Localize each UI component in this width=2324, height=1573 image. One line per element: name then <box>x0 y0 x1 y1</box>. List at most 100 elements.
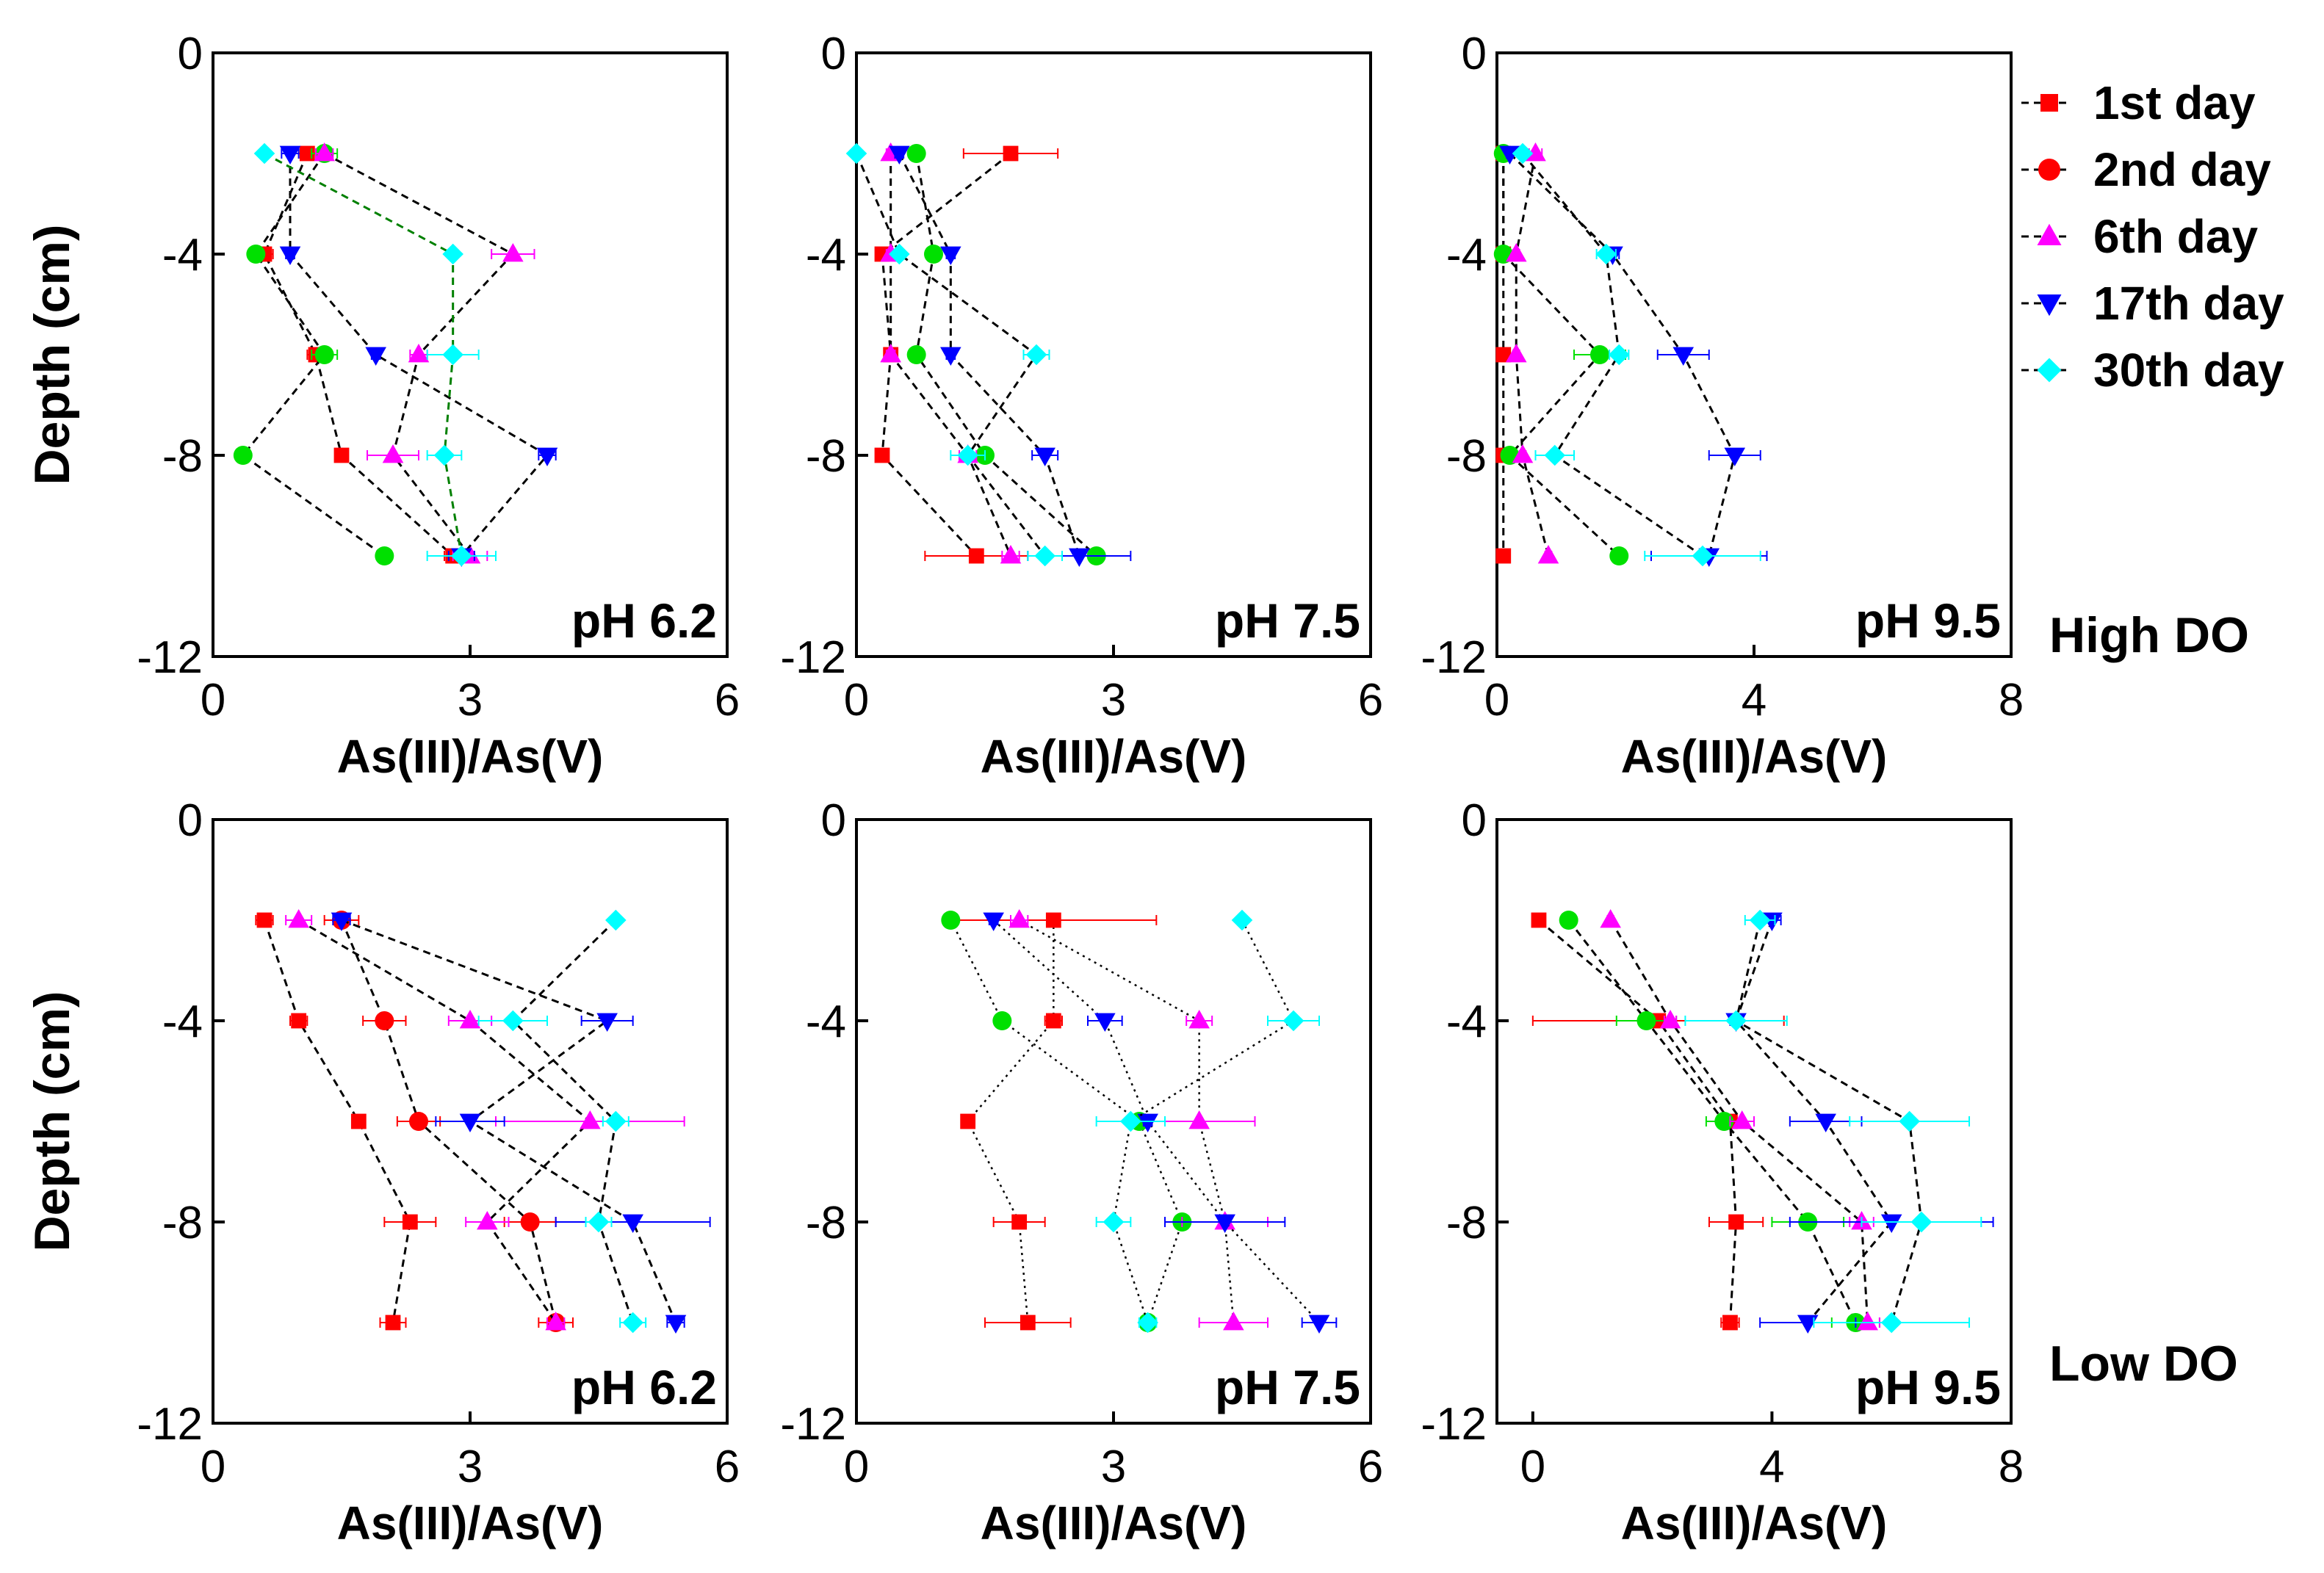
data-point <box>1000 545 1022 564</box>
data-point <box>1537 545 1559 564</box>
series-line <box>898 153 1080 557</box>
panel-1: 0 3 6 0 -4 -8 -12 As(III)/As(V) Depth (cm) pH 6.2 <box>24 29 740 783</box>
data-point <box>279 246 301 265</box>
x-tick-label: 8 <box>1999 675 2024 726</box>
series-5 <box>1095 909 1320 1334</box>
legend-item-2: 2nd day <box>2021 143 2271 196</box>
y-tick-label: -8 <box>806 431 846 482</box>
x-axis-label: As(III)/As(V) <box>981 1497 1247 1550</box>
data-point <box>256 912 273 928</box>
x-tick-label: 3 <box>458 675 483 726</box>
series-line <box>263 919 411 1323</box>
data-point <box>279 145 301 164</box>
data-point <box>1857 1312 1878 1331</box>
data-point <box>1034 447 1055 466</box>
data-point <box>1749 909 1771 931</box>
series-5 <box>477 909 647 1334</box>
x-tick-label: 6 <box>715 1442 740 1492</box>
data-point <box>1025 344 1047 366</box>
data-point <box>924 245 943 264</box>
series-5 <box>1512 142 1761 567</box>
legend-item-4: 17th day <box>2021 277 2284 330</box>
data-point <box>1505 243 1527 262</box>
series-1 <box>255 912 437 1331</box>
x-tick-label: 4 <box>1759 1442 1784 1492</box>
data-point <box>1714 1112 1734 1131</box>
data-point <box>605 1110 627 1132</box>
data-point <box>940 246 961 265</box>
x-tick-label: 0 <box>1520 1442 1545 1492</box>
series-line <box>1019 919 1235 1323</box>
y-tick-label: -8 <box>806 1198 846 1248</box>
data-point <box>1011 1214 1028 1230</box>
data-point <box>1728 1214 1744 1230</box>
data-point <box>622 1312 643 1334</box>
data-point <box>1544 444 1566 466</box>
data-point <box>605 909 627 931</box>
data-point <box>502 1010 524 1032</box>
y-tick-label: -4 <box>806 997 846 1047</box>
data-point <box>1899 1110 1920 1132</box>
data-point <box>1188 1110 1210 1129</box>
y-tick-label: -12 <box>1421 632 1487 683</box>
data-point <box>1910 1211 1933 1233</box>
data-point <box>1672 347 1695 366</box>
panel-5: 0 3 6 0 -4 -8 -12 As(III)/As(V) pH 7.5 <box>780 795 1383 1550</box>
row-label-high-do: High DO <box>2049 607 2249 663</box>
data-point <box>409 1112 428 1131</box>
data-point <box>596 1013 618 1032</box>
data-point <box>1008 909 1030 928</box>
data-point <box>1495 548 1512 564</box>
data-point <box>1103 1211 1125 1233</box>
data-point <box>442 243 463 265</box>
data-point <box>1020 1315 1036 1331</box>
series-3 <box>1008 909 1269 1331</box>
series-2 <box>906 144 1106 565</box>
legend-item-1: 1st day <box>2021 76 2256 129</box>
data-point <box>1525 142 1546 162</box>
data-point <box>520 1212 540 1232</box>
x-tick-label: 0 <box>201 675 225 726</box>
data-point <box>1495 347 1512 363</box>
series-3 <box>285 909 685 1331</box>
x-tick-label: 3 <box>1101 675 1126 726</box>
y-tick-label: 0 <box>821 795 846 846</box>
x-tick-label: 6 <box>1358 675 1383 726</box>
x-tick-label: 4 <box>1742 675 1767 726</box>
data-point <box>1659 1010 1681 1029</box>
data-point <box>992 1011 1012 1030</box>
x-tick-label: 0 <box>844 1442 869 1492</box>
panel-3: 0 4 8 0 -4 -8 -12 As(III)/As(V) pH 9.5 <box>1421 29 2024 783</box>
data-point <box>1595 243 1617 265</box>
y-tick-label: -4 <box>806 230 846 281</box>
data-point <box>1214 1214 1235 1233</box>
x-tick-label: 0 <box>844 675 869 726</box>
data-point <box>580 1110 601 1129</box>
data-point <box>253 142 275 164</box>
data-point <box>1120 1110 1141 1132</box>
data-point <box>1137 1113 1158 1132</box>
data-point <box>968 548 984 564</box>
data-point <box>622 1214 643 1233</box>
data-point <box>957 444 978 466</box>
x-axis-label: As(III)/As(V) <box>1621 1497 1888 1550</box>
y-tick-label: -12 <box>137 632 203 683</box>
series-5 <box>253 142 497 567</box>
data-point <box>385 1315 401 1331</box>
panel-label: pH 9.5 <box>1855 593 2001 648</box>
data-point <box>1069 548 1090 567</box>
data-point <box>314 345 334 364</box>
panels: 0 3 6 0 -4 -8 -12 As(III)/As(V) Depth (cm) pH 6.2… <box>24 29 2024 1550</box>
data-point <box>1231 909 1253 931</box>
legend-marker <box>2040 94 2058 112</box>
data-point <box>889 145 910 164</box>
legend-label: 30th day <box>2093 344 2284 397</box>
data-point <box>1636 1011 1656 1030</box>
legend-marker <box>2037 358 2062 383</box>
data-point <box>536 447 558 466</box>
panel-label: pH 6.2 <box>571 593 717 648</box>
data-point <box>1600 909 1621 928</box>
data-point <box>906 345 926 364</box>
series-5 <box>1684 909 1982 1334</box>
